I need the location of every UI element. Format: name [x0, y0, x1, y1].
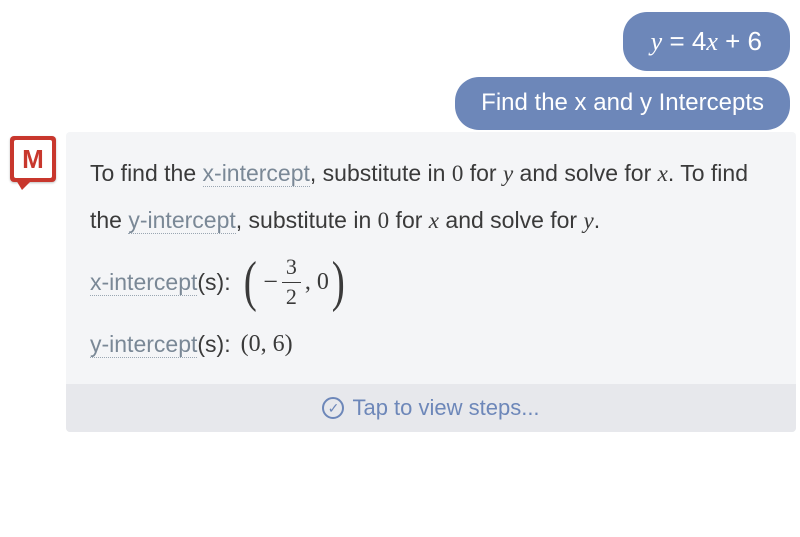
eq-equals: = [669, 26, 691, 56]
eq-var: x [706, 27, 718, 56]
result-x-intercept: x-intercept(s): ( − 3 2 , 0 ) [90, 254, 772, 310]
x-intercept-value: ( − 3 2 , 0 ) [241, 254, 348, 310]
t-var-y2: y [583, 208, 593, 233]
x-intercept-label: x-intercept(s): [90, 259, 231, 305]
eq-coef: 4 [692, 26, 706, 56]
assistant-row: M To find the x-intercept, substitute in… [0, 132, 800, 432]
t-var-x2: x [429, 208, 439, 233]
t-var-x1: x [658, 161, 668, 186]
link-x-intercept[interactable]: x-intercept [203, 160, 310, 187]
result-y-intercept: y-intercept(s): (0, 6) [90, 320, 772, 368]
x-suffix: (s): [197, 269, 230, 295]
t-mid2d: and solve for [439, 207, 583, 233]
tap-to-view-steps-button[interactable]: ✓ Tap to view steps... [66, 384, 796, 432]
explain-text: To find the x-intercept, substitute in 0… [90, 160, 748, 233]
eq-lhs: y [651, 27, 663, 56]
check-circle-icon: ✓ [322, 397, 344, 419]
user-bubble-query: Find the x and y Intercepts [455, 77, 790, 130]
t-zero1: 0 [452, 161, 464, 186]
t-mid1a: , substitute in [310, 160, 452, 186]
y-intercept-value: (0, 6) [241, 320, 293, 368]
tap-label: Tap to view steps... [352, 395, 539, 421]
answer-body: To find the x-intercept, substitute in 0… [66, 132, 796, 384]
t-pre1: To find the [90, 160, 203, 186]
t-mid1c: and solve for [513, 160, 657, 186]
chat-screen: y = 4x + 6 Find the x and y Intercepts M… [0, 0, 800, 537]
frac-bar [282, 282, 301, 283]
user-bubbles: y = 4x + 6 Find the x and y Intercepts [455, 12, 790, 130]
x-point-y: 0 [317, 270, 329, 294]
mathway-logo-icon: M [10, 136, 56, 182]
answer-card: To find the x-intercept, substitute in 0… [66, 132, 796, 432]
t-zero2: 0 [378, 208, 390, 233]
t-var-y1: y [503, 161, 513, 186]
link-x-intercept-2[interactable]: x-intercept [90, 269, 197, 296]
comma: , [305, 270, 311, 294]
user-bubble-equation: y = 4x + 6 [623, 12, 790, 71]
fraction: 3 2 [282, 255, 301, 308]
neg-sign: − [263, 269, 278, 295]
eq-plus: + [725, 26, 747, 56]
t-period: . [594, 207, 600, 233]
eq-const: 6 [748, 26, 762, 56]
t-mid1b: for [463, 160, 503, 186]
link-y-intercept[interactable]: y-intercept [128, 207, 235, 234]
rparen-icon: ) [332, 254, 345, 310]
frac-den: 2 [282, 285, 301, 309]
link-y-intercept-2[interactable]: y-intercept [90, 331, 197, 358]
y-intercept-label: y-intercept(s): [90, 321, 231, 367]
lparen-icon: ( [243, 254, 256, 310]
t-mid2c: for [389, 207, 429, 233]
frac-num: 3 [282, 255, 301, 279]
t-mid2b: , substitute in [236, 207, 378, 233]
mathway-logo-letter: M [14, 140, 52, 178]
y-suffix: (s): [197, 331, 230, 357]
